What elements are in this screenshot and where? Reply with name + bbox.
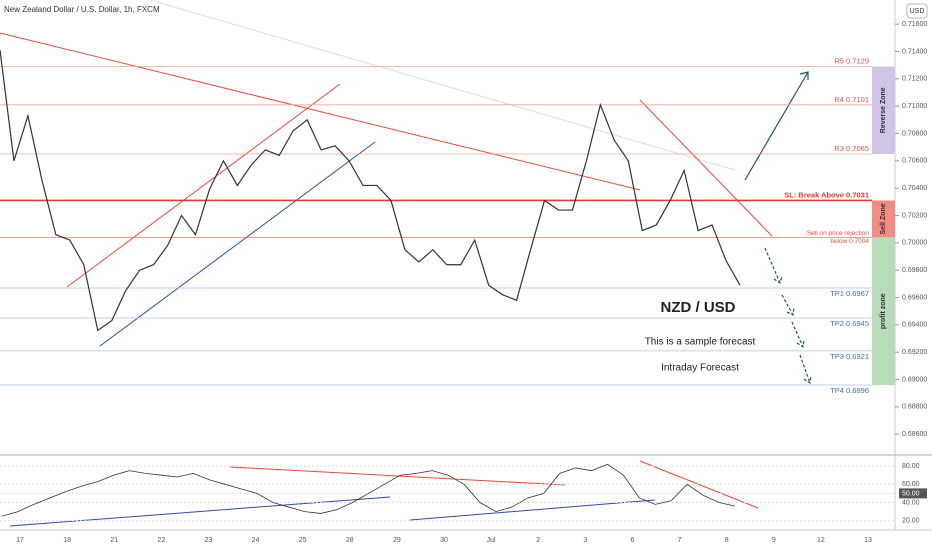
rsi-line <box>1 463 736 517</box>
y-tick-label: 0.70000 <box>902 240 927 247</box>
x-tick-label: 17 <box>16 537 24 544</box>
rsi-tick-label: 80.00 <box>902 463 920 470</box>
moving-average <box>149 0 736 171</box>
x-tick-label: 28 <box>346 537 354 544</box>
zone <box>872 200 895 238</box>
x-tick-label: 9 <box>772 537 776 544</box>
annotation: NZD / USD <box>661 299 736 316</box>
currency-box <box>906 3 928 19</box>
x-tick-label: 2 <box>536 537 540 544</box>
x-tick-label: 21 <box>110 537 118 544</box>
y-tick-label: 0.68600 <box>902 431 927 438</box>
x-tick-label: 22 <box>157 537 165 544</box>
level-label: TP1 0.6967 <box>830 289 869 298</box>
x-tick-label: 18 <box>63 537 71 544</box>
x-tick-label: 30 <box>440 537 448 544</box>
level-label: TP2 0.6945 <box>830 319 869 328</box>
rsi-trendline <box>409 499 656 521</box>
x-tick-label: 3 <box>583 537 587 544</box>
trendline <box>639 99 773 237</box>
level-label: SL: Break Above 0.7031 <box>784 190 869 199</box>
y-tick-label: 0.68800 <box>902 404 927 411</box>
y-tick-label: 0.69200 <box>902 349 927 356</box>
zone-label: Sell Zone <box>880 203 887 234</box>
x-tick-label: 7 <box>678 537 682 544</box>
y-tick-label: 0.69400 <box>902 322 927 329</box>
rsi-tick-box <box>899 488 927 499</box>
rsi-tick-label: 50.00 <box>902 490 920 497</box>
x-tick-label: 6 <box>630 537 634 544</box>
trendline <box>66 83 341 288</box>
rsi-tick-label: 40.00 <box>902 499 920 506</box>
level-label: TP3 0.6921 <box>830 352 869 361</box>
x-tick-label: 25 <box>299 537 307 544</box>
rsi-tick-label: 20.00 <box>902 518 920 525</box>
y-tick-label: 0.69600 <box>902 294 927 301</box>
y-tick-label: 0.69800 <box>902 267 927 274</box>
rsi-trendline <box>639 460 759 509</box>
rsi-trendline <box>229 466 566 486</box>
x-tick-label: Jul <box>487 537 496 544</box>
zone-label: Reverse Zone <box>880 87 887 133</box>
currency: USD <box>910 8 925 15</box>
level-label: R5 0.7129 <box>834 56 869 65</box>
zone-label: profit zone <box>880 293 887 329</box>
y-tick-label: 0.71400 <box>902 48 927 55</box>
level-label: R4 0.7101 <box>834 95 869 104</box>
y-tick-label: 0.71600 <box>902 21 927 28</box>
y-tick-label: 0.70400 <box>902 185 927 192</box>
annotation: This is a sample forecast <box>645 337 756 348</box>
y-tick-label: 0.69000 <box>902 376 927 383</box>
trendline <box>0 32 641 191</box>
level-label: Sell on price rejection <box>807 230 870 237</box>
level-label: below 0.7004 <box>830 238 869 245</box>
annotation: Intraday Forecast <box>661 363 739 374</box>
x-tick-label: 13 <box>864 537 872 544</box>
trendline <box>99 141 376 347</box>
y-tick-label: 0.71000 <box>902 103 927 110</box>
level-label: TP4 0.6896 <box>830 386 869 395</box>
x-tick-label: 12 <box>817 537 825 544</box>
x-tick-label: 29 <box>393 537 401 544</box>
zone <box>872 237 895 386</box>
level-label: R3 0.7065 <box>834 144 869 153</box>
y-tick-label: 0.70800 <box>902 130 927 137</box>
price-line <box>0 50 741 332</box>
y-tick-label: 0.71200 <box>902 76 927 83</box>
arrows <box>744 71 812 385</box>
zone <box>872 66 895 154</box>
x-tick-label: 23 <box>205 537 213 544</box>
chart-title: New Zealand Dollar / U.S. Dollar, 1h, FX… <box>4 5 160 14</box>
y-tick-label: 0.70600 <box>902 158 927 165</box>
rsi-tick-label: 60.00 <box>902 481 920 488</box>
x-tick-label: 8 <box>725 537 729 544</box>
x-tick-label: 24 <box>252 537 260 544</box>
y-tick-label: 0.70200 <box>902 212 927 219</box>
